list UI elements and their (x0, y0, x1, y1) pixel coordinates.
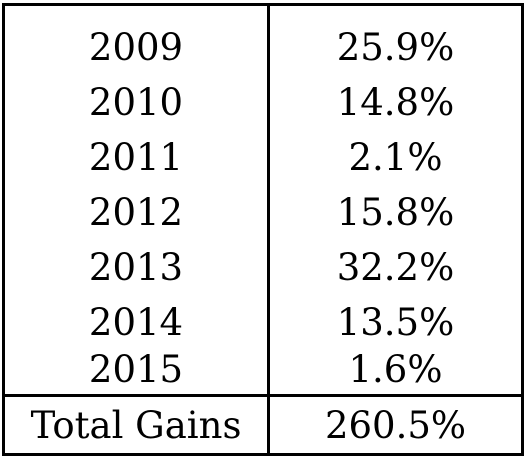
gain-cell: 2.1% (348, 136, 443, 179)
table-row: 2010 14.8% (5, 75, 521, 130)
year-cell: 2013 (88, 246, 184, 289)
total-row: Total Gains 260.5% (5, 397, 521, 453)
year-cell: 2009 (88, 26, 184, 69)
total-value: 260.5% (324, 403, 467, 447)
total-label: Total Gains (30, 403, 242, 447)
year-cell: 2015 (88, 348, 184, 391)
gains-table: 2009 25.9% 2010 14.8% 2011 2.1% 2012 15.… (2, 3, 524, 456)
gain-cell: 32.2% (336, 246, 455, 289)
table-row: 2013 32.2% (5, 240, 521, 295)
year-cell: 2011 (88, 136, 184, 179)
gain-cell: 25.9% (336, 26, 455, 69)
gain-cell: 14.8% (336, 81, 455, 124)
table-row: 2014 13.5% (5, 295, 521, 350)
gain-cell: 1.6% (348, 348, 443, 391)
year-cell: 2014 (88, 301, 184, 344)
table-row: 2011 2.1% (5, 130, 521, 185)
year-cell: 2012 (88, 191, 184, 234)
table-row: 2009 25.9% (5, 20, 521, 75)
total-divider (5, 394, 521, 397)
table-row: 2012 15.8% (5, 185, 521, 240)
gain-cell: 13.5% (336, 301, 455, 344)
year-cell: 2010 (88, 81, 184, 124)
gain-cell: 15.8% (336, 191, 455, 234)
table-row: 2015 1.6% (5, 342, 521, 397)
column-divider (267, 6, 270, 453)
